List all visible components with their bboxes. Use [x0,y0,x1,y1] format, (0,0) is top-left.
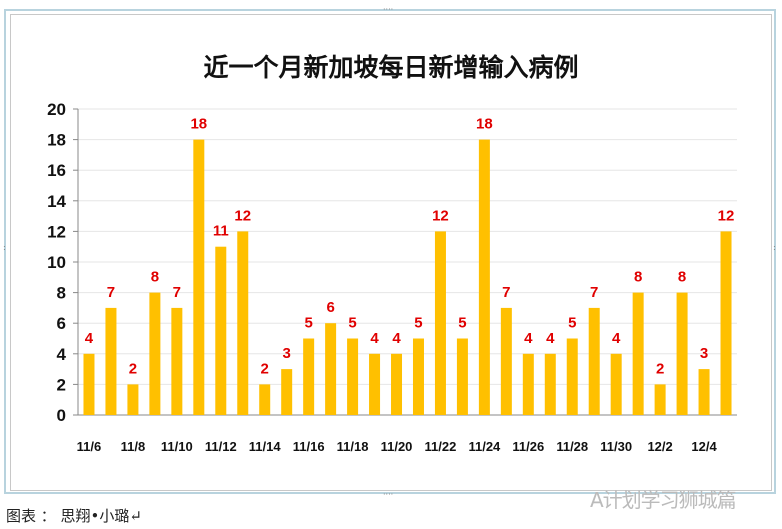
data-label: 2 [261,360,269,377]
chart-title: 近一个月新加坡每日新增输入病例 [203,53,579,82]
bar [478,139,490,415]
data-label: 12 [432,207,449,224]
x-tick-label: 11/12 [205,439,237,454]
y-tick-label: 16 [47,161,66,180]
x-tick-label: 12/2 [647,439,672,454]
bar [698,369,710,415]
x-tick-label: 11/8 [121,439,146,454]
bar [149,292,161,415]
resize-handle-right[interactable]: : [773,243,776,252]
y-tick-label: 2 [57,375,66,394]
bar [522,353,534,415]
bar [391,353,403,415]
data-label: 5 [568,315,576,332]
bar [676,292,688,415]
data-label: 2 [129,360,137,377]
data-label: 5 [348,315,356,332]
data-label: 8 [634,269,642,286]
resize-handle-left[interactable]: : [3,243,6,252]
data-label: 11 [213,223,229,240]
y-tick-label: 18 [47,131,66,150]
data-label: 8 [151,269,159,286]
data-label: 7 [590,284,598,301]
y-tick-label: 8 [57,284,66,303]
data-label: 12 [718,207,735,224]
plot-border [10,14,772,491]
bar [654,384,666,415]
y-tick-label: 0 [57,406,66,425]
bar [544,353,556,415]
bar [610,353,622,415]
data-label: 5 [414,315,422,332]
resize-handle-top[interactable]: ···· [383,5,394,14]
data-label: 8 [678,269,686,286]
data-label: 3 [700,345,708,362]
bar [105,307,117,415]
watermark: A计划学习狮城篇 [590,488,737,512]
bar [500,307,512,415]
bar [325,323,337,415]
figure-caption: 图表 ： 思翔•小璐↵ [6,507,142,525]
bar [127,384,139,415]
bar [215,246,227,415]
data-label: 7 [502,284,510,301]
bar [237,231,249,415]
x-tick-label: 11/14 [249,439,282,454]
bar [83,353,95,415]
data-label: 18 [190,116,207,133]
bar [171,307,183,415]
bar [259,384,271,415]
bar [347,338,359,415]
data-label: 4 [612,330,621,347]
bar [632,292,644,415]
data-label: 7 [173,284,181,301]
x-tick-label: 11/30 [600,439,632,454]
y-tick-label: 20 [47,100,66,119]
bar [566,338,578,415]
data-label: 18 [476,116,493,133]
data-label: 5 [304,315,312,332]
y-tick-label: 12 [47,222,66,241]
data-label: 3 [283,345,291,362]
x-tick-label: 12/4 [691,439,717,454]
x-tick-label: 11/24 [468,439,501,454]
x-tick-label: 11/18 [337,439,369,454]
bar [412,338,424,415]
bar [720,231,732,415]
x-tick-label: 11/22 [425,439,457,454]
x-tick-label: 11/10 [161,439,193,454]
bar [281,369,293,415]
y-tick-label: 4 [57,345,67,364]
bar [369,353,381,415]
data-label: 4 [524,330,533,347]
bar [456,338,468,415]
x-tick-label: 11/20 [381,439,413,454]
x-tick-label: 11/6 [77,439,102,454]
x-tick-label: 11/28 [556,439,588,454]
data-label: 5 [458,315,466,332]
data-label: 4 [392,330,401,347]
bar [303,338,315,415]
data-label: 2 [656,360,664,377]
data-label: 4 [370,330,379,347]
bar [588,307,600,415]
x-tick-label: 11/16 [293,439,325,454]
bar [434,231,446,415]
resize-handle-bottom[interactable]: ···· [383,490,394,499]
bar [193,139,205,415]
y-tick-label: 6 [57,314,66,333]
data-label: 4 [546,330,555,347]
y-tick-label: 14 [47,192,66,211]
data-label: 7 [107,284,115,301]
data-label: 4 [85,330,94,347]
data-label: 12 [234,207,251,224]
data-label: 6 [326,299,334,316]
x-tick-label: 11/26 [512,439,544,454]
y-tick-label: 10 [47,253,66,272]
